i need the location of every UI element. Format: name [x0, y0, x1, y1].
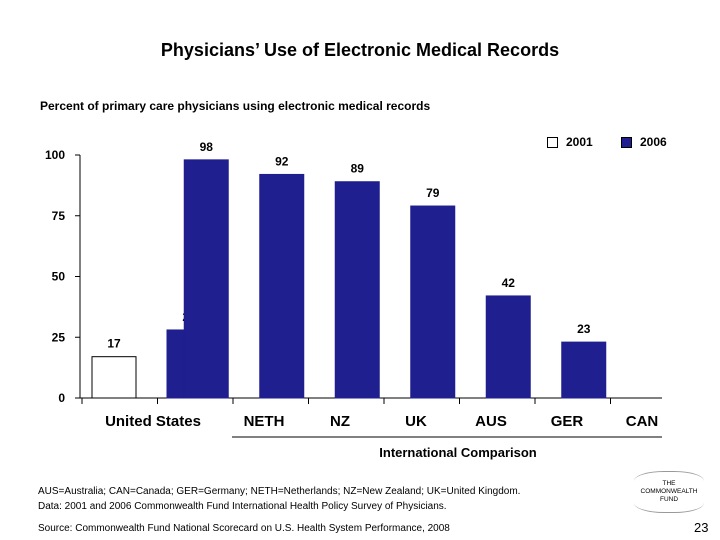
legend-label-2001: 2001	[566, 135, 593, 149]
x-category-label: AUS	[475, 413, 507, 430]
footnote-data: Data: 2001 and 2006 Commonwealth Fund In…	[38, 501, 447, 512]
data-label-2006: 98	[200, 140, 214, 154]
y-tick-label: 100	[45, 148, 65, 162]
footnote-source: Source: Commonwealth Fund National Score…	[38, 523, 450, 534]
bar-2001	[91, 356, 137, 399]
legend-2001: 2001	[547, 135, 593, 149]
data-label-2006: 42	[502, 276, 516, 290]
commonwealth-fund-logo: THE COMMONWEALTH FUND	[634, 471, 704, 513]
data-label-2001: 17	[107, 337, 121, 351]
chart-subtitle: Percent of primary care physicians using…	[40, 99, 431, 113]
data-label-2006: 89	[351, 162, 365, 176]
data-label-2006: 92	[275, 154, 289, 168]
logo-line-2: COMMONWEALTH	[640, 488, 698, 495]
x-category-label: UK	[405, 413, 427, 430]
bar-2006	[561, 341, 607, 399]
data-label-2006: 23	[577, 322, 591, 336]
x-category-label: NZ	[330, 413, 350, 430]
logo-line-1: THE	[662, 480, 676, 487]
bar-2006	[410, 205, 456, 399]
bar-2006	[334, 181, 380, 399]
y-tick-label: 50	[52, 270, 66, 284]
legend-label-2006: 2006	[640, 135, 667, 149]
bar-2006	[183, 159, 229, 399]
logo-line-3: FUND	[659, 496, 679, 503]
legend-2006: 2006	[621, 135, 667, 149]
legend-swatch-2001	[547, 136, 558, 148]
footnote-abbreviations: AUS=Australia; CAN=Canada; GER=Germany; …	[38, 486, 521, 497]
legend-swatch-2006	[621, 136, 632, 148]
x-category-label: NETH	[244, 413, 285, 430]
bar-2006	[259, 173, 305, 399]
comparison-group-label: International Comparison	[379, 445, 537, 460]
x-category-label: CAN	[626, 413, 659, 430]
slide-title: Physicians’ Use of Electronic Medical Re…	[160, 40, 560, 60]
bar-2006	[485, 295, 531, 399]
x-category-label: GER	[551, 413, 584, 430]
y-tick-label: 75	[52, 209, 66, 223]
y-tick-label: 0	[58, 391, 65, 405]
x-category-label: United States	[105, 413, 201, 430]
page-number: 23	[694, 520, 709, 535]
data-label-2006: 79	[426, 186, 440, 200]
y-tick-label: 25	[52, 330, 66, 344]
